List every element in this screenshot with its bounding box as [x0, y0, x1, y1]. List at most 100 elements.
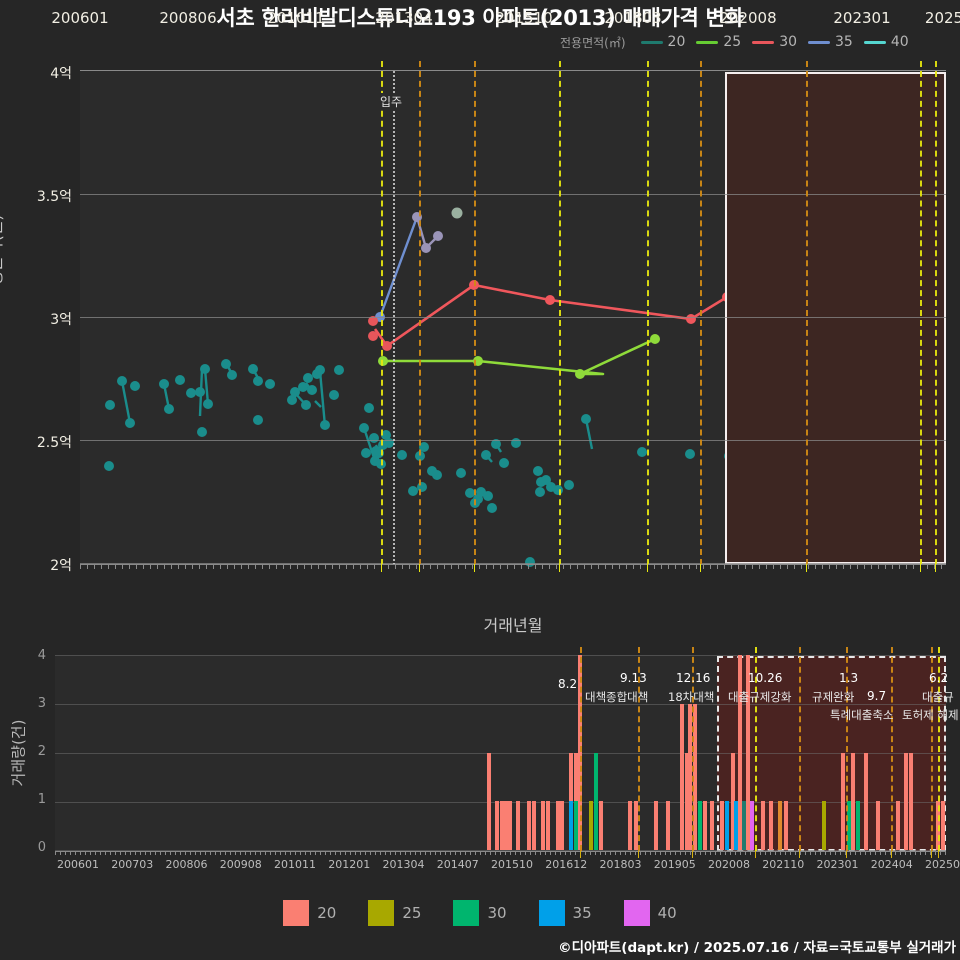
xtick-vol	[815, 851, 816, 855]
policy-line-1-3	[647, 61, 649, 565]
vgridline-0	[55, 850, 946, 851]
xtick-vol-policy	[938, 851, 939, 858]
xtick-main	[850, 564, 851, 569]
xtick-vol	[720, 851, 721, 855]
series-20-links	[120, 362, 594, 465]
xtick-vol	[130, 851, 131, 855]
policy-line-last	[935, 61, 937, 565]
vol-legend-item-30[interactable]: 30	[453, 900, 507, 926]
xtick-vol	[575, 851, 576, 855]
xtick-main	[745, 564, 746, 569]
vol-legend-label-35: 35	[572, 904, 592, 922]
vol-legend-item-35[interactable]: 35	[538, 900, 592, 926]
xtick-label-vol-13: 202110	[762, 858, 805, 871]
volume-bar	[569, 801, 573, 850]
yaxis-title-main: 평균가(원)	[0, 214, 5, 286]
xtick-vol	[675, 851, 676, 855]
legend-swatch-40	[863, 40, 886, 44]
xtick-vol	[235, 851, 236, 855]
xtick-vol	[490, 851, 491, 855]
xtick-vol	[530, 851, 531, 855]
legend-item-40[interactable]: 40	[863, 34, 909, 50]
area-legend-title: 전용면적(㎡)	[560, 35, 626, 50]
legend-label-40: 40	[890, 34, 909, 50]
gridline-main-3.0	[80, 317, 946, 318]
xtick-vol	[860, 851, 861, 855]
xtick-vol	[935, 851, 936, 855]
ytick-label-main-2: 3억	[50, 312, 72, 328]
xtick-vol	[370, 851, 371, 855]
xtick-vol	[100, 851, 101, 855]
xtick-vol	[90, 851, 91, 855]
xtick-label-main-0: 200601	[51, 9, 109, 27]
volume-bar	[560, 801, 564, 850]
xtick-main	[304, 564, 305, 569]
xtick-vol	[310, 851, 311, 855]
vol-legend-item-40[interactable]: 40	[623, 900, 677, 926]
volume-bar	[589, 801, 593, 850]
xtick-main	[472, 564, 473, 569]
xtick-vol	[595, 851, 596, 855]
xtick-main	[724, 564, 725, 569]
volume-bar	[546, 801, 550, 850]
xtick-vol	[560, 851, 561, 855]
xtick-main	[717, 564, 718, 569]
xtick-main	[367, 564, 368, 569]
xtick-label-vol-16: 202506	[925, 858, 960, 871]
volume-bar	[778, 801, 782, 850]
volume-bar	[666, 801, 670, 850]
page-title: 서초 한라비발디스튜디오193 아파트(2013) 매매가격 변화	[216, 6, 744, 30]
xtick-vol	[945, 851, 946, 855]
xtick-vol	[150, 851, 151, 855]
annotation-text-10-26: 대출규제강화	[728, 690, 792, 704]
vytick-label-1: 1	[37, 792, 46, 807]
xtick-vol	[230, 851, 231, 855]
xtick-main	[598, 564, 599, 569]
vol-legend-swatch-40	[623, 900, 650, 926]
legend-label-35: 35	[835, 34, 853, 50]
xtick-main	[605, 564, 606, 569]
xtick-main	[220, 564, 221, 569]
xtick-main	[388, 564, 389, 569]
xtick-main	[542, 564, 543, 569]
annotation-num-6-2: 6.2	[929, 671, 949, 685]
xtick-main	[465, 564, 466, 569]
xtick-vol-policy	[931, 851, 932, 858]
series-line-30	[373, 283, 728, 348]
xtick-main	[899, 564, 900, 569]
vol-legend-swatch-30	[453, 900, 480, 926]
legend-item-20[interactable]: 20	[640, 34, 685, 50]
legend-item-30[interactable]: 30	[752, 34, 797, 50]
legend-item-25[interactable]: 25	[696, 34, 741, 50]
legend-item-35[interactable]: 35	[808, 34, 853, 50]
volume-bar	[746, 655, 750, 850]
volume-bar	[876, 801, 880, 850]
vol-legend-item-25[interactable]: 25	[368, 900, 421, 926]
xtick-vol	[55, 851, 56, 855]
annotation-num-12-16: 12.16	[676, 671, 711, 685]
xtick-main	[430, 564, 431, 569]
volume-bar	[742, 801, 746, 850]
xtick-main	[248, 564, 249, 569]
xtick-vol	[170, 851, 171, 855]
vol-policy-line-12-16	[692, 647, 694, 851]
series-points-30	[368, 280, 732, 351]
xtick-vol	[680, 851, 681, 855]
xtick-main	[759, 564, 760, 569]
vol-legend-item-20[interactable]: 20	[283, 900, 336, 926]
xtick-vol	[515, 851, 516, 855]
xtick-vol	[440, 851, 441, 855]
xaxis-vol-ticks: 200601 200703 200806 200908 201011 201201 2013…	[55, 851, 960, 877]
xtick-main	[311, 564, 312, 569]
volume-bar	[685, 752, 689, 850]
xtick-main	[710, 564, 711, 569]
xtick-main	[619, 564, 620, 569]
xtick-label-vol-0: 200601	[57, 858, 99, 871]
vol-legend-label-40: 40	[657, 904, 677, 922]
volume-bar	[738, 655, 742, 850]
xtick-main	[283, 564, 284, 569]
xtick-main	[276, 564, 277, 569]
ytick-label-main-3: 3.5억	[36, 189, 72, 205]
xtick-vol	[615, 851, 616, 855]
xtick-label-main-4: 201510	[495, 9, 553, 27]
